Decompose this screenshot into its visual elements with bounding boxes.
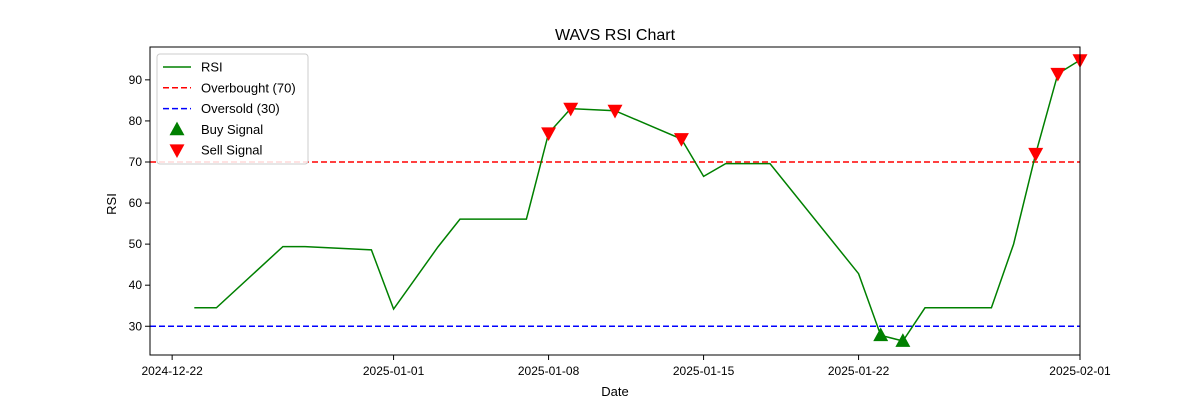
y-tick-label: 80: [129, 114, 143, 128]
sell-signal-marker: [1050, 67, 1066, 82]
plot-frame: [149, 46, 1081, 356]
sell-signal-marker: [673, 133, 689, 147]
y-tick-label: 40: [129, 278, 143, 292]
y-axis-label: RSI: [104, 193, 119, 215]
rsi-series-line: [194, 59, 1081, 342]
sell-signal-marker: [607, 104, 623, 119]
legend-label: Overbought (70): [201, 80, 296, 95]
legend-box: [156, 53, 309, 165]
legend-label: Buy Signal: [201, 122, 263, 137]
y-tick-label: 70: [129, 155, 143, 169]
x-axis-label: Date: [601, 384, 628, 399]
legend-swatch: [169, 121, 185, 136]
x-tick-label: 2025-02-01: [1049, 364, 1111, 378]
y-tick-label: 60: [129, 196, 143, 210]
y-tick-label: 50: [129, 237, 143, 251]
x-tick-label: 2025-01-15: [673, 364, 735, 378]
legend-label: RSI: [201, 60, 223, 75]
x-tick-label: 2025-01-08: [518, 364, 580, 378]
x-tick-label: 2024-12-22: [141, 364, 203, 378]
y-axis: 30 40 50 60 70 80 90: [129, 73, 150, 333]
buy-signal-marker: [895, 333, 911, 347]
legend: RSI Overbought (70) Oversold (30) Buy Signa…: [156, 53, 309, 165]
chart-title: WAVS RSI Chart: [555, 27, 676, 44]
legend-label: Oversold (30): [201, 101, 280, 116]
sell-signal-marker: [1028, 147, 1044, 162]
x-axis: 2024-12-22 2025-01-01 2025-01-08 2025-01-15…: [141, 355, 1111, 378]
x-tick-label: 2025-01-22: [828, 364, 890, 378]
y-tick-label: 30: [129, 319, 143, 333]
y-tick-label: 90: [129, 73, 143, 87]
legend-label: Sell Signal: [201, 143, 263, 158]
sell-signal-marker: [541, 127, 557, 142]
x-tick-label: 2025-01-01: [363, 364, 425, 378]
legend-swatch: [169, 144, 185, 158]
sell-signal-marker: [563, 102, 579, 117]
buy-signal-marker: [873, 327, 889, 342]
